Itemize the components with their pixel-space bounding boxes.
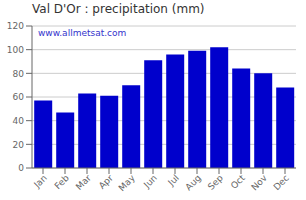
- svg-text:60: 60: [13, 92, 25, 102]
- svg-text:100: 100: [8, 45, 24, 55]
- html-text:Val D'Or : precipitation (mm): Val D'Or : precipitation (mm): [32, 2, 205, 16]
- svg-text:40: 40: [13, 116, 25, 126]
- svg-text:Jun: Jun: [141, 173, 159, 191]
- svg-text:Dec: Dec: [272, 173, 291, 192]
- svg-text:Apr: Apr: [97, 173, 115, 191]
- svg-text:Aug: Aug: [183, 173, 203, 193]
- svg-text:0: 0: [18, 163, 24, 173]
- svg-text:Mar: Mar: [74, 173, 93, 192]
- svg-text:Jul: Jul: [165, 173, 180, 188]
- svg-text:May: May: [117, 172, 138, 193]
- svg-text:Sep: Sep: [206, 173, 225, 192]
- svg-text:Nov: Nov: [249, 172, 269, 192]
- svg-text:Jan: Jan: [31, 173, 49, 191]
- svg-text:80: 80: [13, 69, 25, 79]
- html-text:www.allmetsat.com: www.allmetsat.com: [38, 28, 127, 38]
- svg-text:Oct: Oct: [229, 173, 247, 191]
- svg-text:Feb: Feb: [53, 173, 72, 192]
- svg-text:120: 120: [8, 21, 24, 31]
- svg-text:20: 20: [13, 140, 25, 150]
